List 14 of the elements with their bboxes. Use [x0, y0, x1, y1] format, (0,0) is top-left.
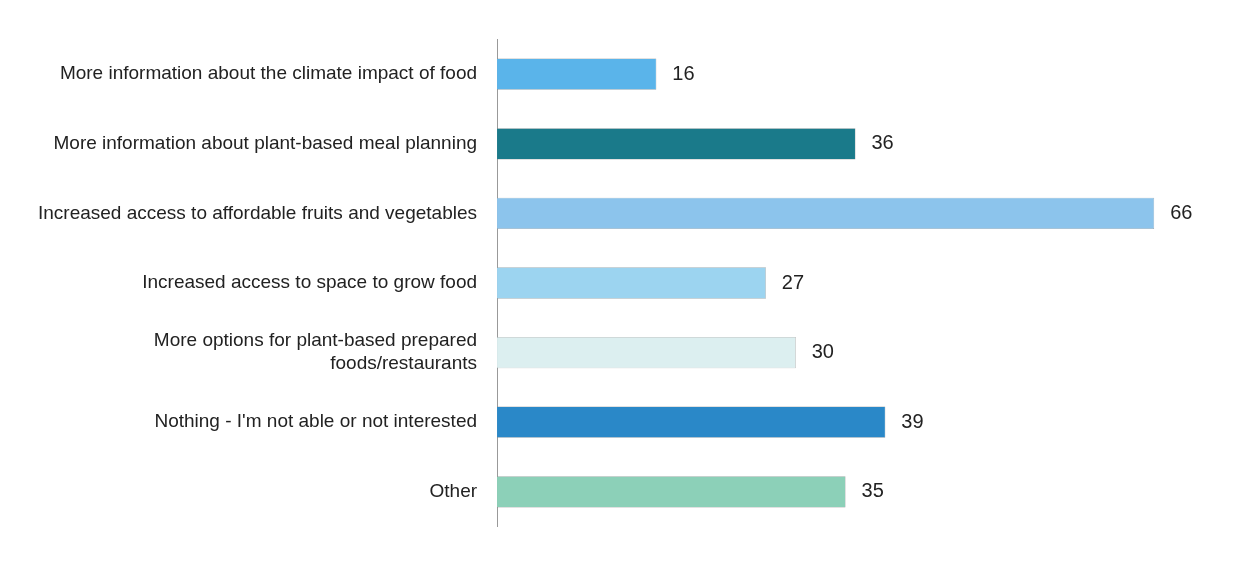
y-tick-label: More information about plant-based meal planning [53, 132, 478, 154]
y-tick-label: More options for plant-based prepared foods/restaurants [153, 329, 478, 374]
y-tick-label: Nothing - I'm not able or not interested [154, 410, 478, 432]
data-label: 39 [901, 409, 924, 432]
data-label: 27 [781, 270, 805, 293]
y-tick-label: Increased access to space to grow food [142, 271, 478, 293]
y-tick-label: More information about the climate impact of food [59, 62, 478, 84]
data-label: 16 [672, 61, 695, 84]
y-tick-label: Other [429, 480, 478, 502]
y-tick-label: Increased access to affordable fruits and vegetables [37, 201, 478, 223]
data-label: 30 [811, 340, 834, 363]
data-label: 36 [871, 131, 894, 154]
data-label: 66 [1170, 200, 1193, 223]
data-label: 35 [861, 479, 884, 502]
